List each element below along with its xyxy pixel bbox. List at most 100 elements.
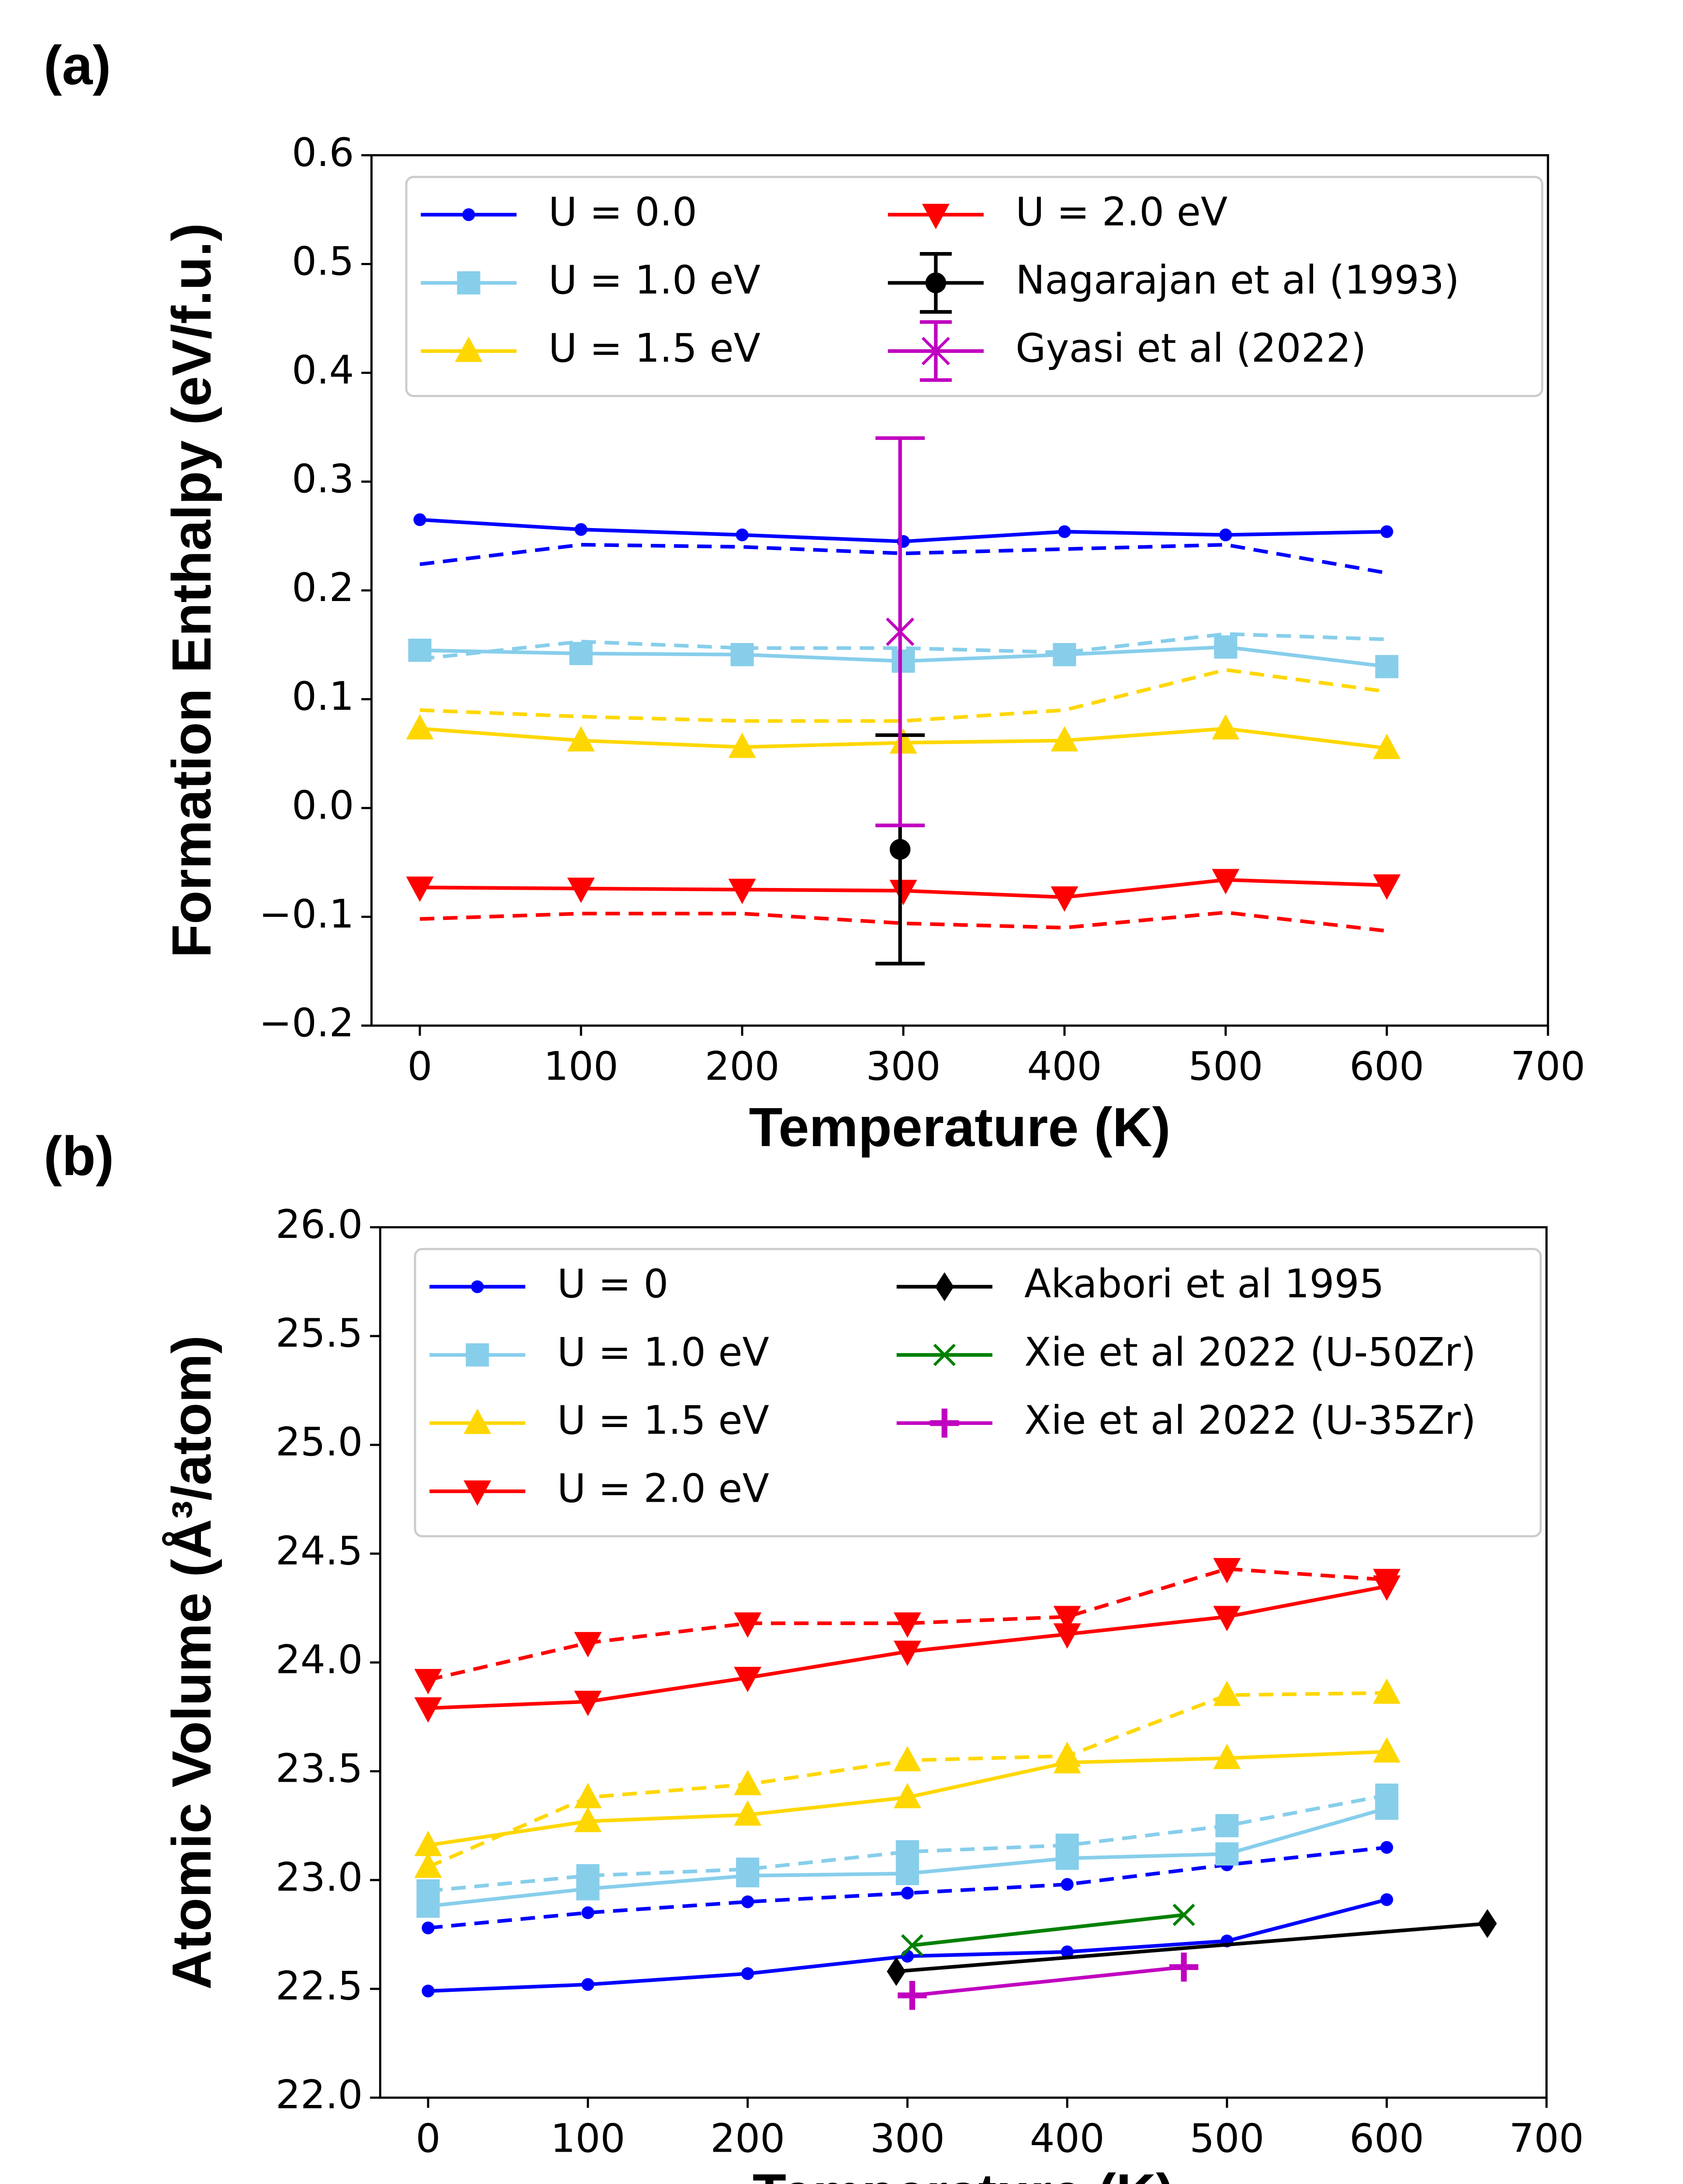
x-tick-label: 100 bbox=[550, 2116, 625, 2161]
x-tick-label: 0 bbox=[416, 2116, 441, 2161]
marker bbox=[1172, 1904, 1195, 1926]
x-tick-label: 300 bbox=[870, 2116, 945, 2161]
y-tick-label: 26.0 bbox=[276, 1202, 363, 1248]
marker bbox=[1373, 1575, 1401, 1601]
marker bbox=[1380, 525, 1393, 538]
marker bbox=[406, 876, 434, 902]
legend-label: Gyasi et al (2022) bbox=[1016, 326, 1366, 371]
marker bbox=[1219, 529, 1232, 542]
y-tick-label: 0.0 bbox=[292, 783, 354, 828]
marker bbox=[422, 1984, 435, 1997]
y-tick-label: −0.2 bbox=[259, 1000, 354, 1046]
line bbox=[896, 1921, 1488, 1973]
marker bbox=[933, 1344, 956, 1366]
marker bbox=[463, 1408, 491, 1434]
marker bbox=[925, 272, 947, 294]
marker bbox=[921, 337, 950, 366]
legend-label: Akabori et al 1995 bbox=[1024, 1261, 1384, 1307]
y-tick-label: 0.1 bbox=[292, 674, 354, 719]
marker bbox=[1051, 886, 1078, 912]
x-tick-label: 200 bbox=[705, 1044, 780, 1089]
x-tick-label: 700 bbox=[1510, 1044, 1585, 1089]
x-tick-label: 100 bbox=[544, 1044, 619, 1089]
marker bbox=[922, 204, 950, 229]
y-tick-label: 23.5 bbox=[276, 1746, 363, 1791]
y-tick-label: 0.5 bbox=[292, 239, 354, 284]
marker bbox=[734, 1612, 762, 1638]
y-axis-label: Atomic Volume (Å³/atom) bbox=[161, 1335, 222, 1990]
marker bbox=[901, 1934, 924, 1957]
marker bbox=[466, 1343, 489, 1367]
marker bbox=[576, 1877, 600, 1901]
marker bbox=[1213, 1680, 1241, 1706]
line bbox=[912, 1913, 1184, 1947]
x-tick-label: 400 bbox=[1027, 1044, 1102, 1089]
marker bbox=[416, 1894, 440, 1918]
marker bbox=[414, 1852, 442, 1878]
marker bbox=[413, 513, 426, 526]
marker bbox=[736, 529, 749, 542]
marker bbox=[893, 1612, 922, 1638]
marker bbox=[1213, 1606, 1241, 1631]
marker bbox=[1373, 1737, 1401, 1763]
x-tick-label: 400 bbox=[1030, 2116, 1105, 2161]
marker bbox=[574, 1783, 602, 1808]
y-tick-label: 24.0 bbox=[276, 1637, 363, 1683]
marker bbox=[930, 1408, 959, 1438]
marker bbox=[741, 1895, 754, 1908]
line bbox=[912, 1965, 1184, 1997]
marker bbox=[1375, 1797, 1399, 1820]
y-tick-label: 22.0 bbox=[276, 2073, 363, 2118]
marker bbox=[741, 1967, 754, 1980]
marker bbox=[893, 1783, 922, 1808]
marker bbox=[1215, 1814, 1239, 1838]
legend-box bbox=[405, 176, 1544, 397]
marker bbox=[895, 1840, 919, 1863]
marker bbox=[1213, 1558, 1241, 1583]
marker bbox=[414, 1697, 442, 1723]
marker bbox=[574, 1690, 602, 1716]
marker bbox=[1380, 1893, 1393, 1906]
dashed-line bbox=[420, 910, 1387, 933]
y-tick-label: 0.4 bbox=[292, 348, 354, 393]
marker bbox=[889, 880, 917, 905]
y-tick-label: 0.6 bbox=[292, 130, 354, 176]
marker bbox=[569, 642, 593, 665]
y-axis-label: Formation Enthalpy (eV/f.u.) bbox=[161, 223, 222, 958]
marker bbox=[414, 1669, 442, 1695]
marker bbox=[581, 1906, 594, 1919]
marker bbox=[1053, 1606, 1081, 1631]
marker bbox=[422, 1921, 435, 1935]
marker bbox=[406, 714, 434, 740]
marker bbox=[457, 271, 480, 295]
legend-label: U = 2.0 eV bbox=[557, 1466, 769, 1512]
y-tick-label: 0.2 bbox=[292, 565, 354, 611]
marker bbox=[730, 643, 754, 667]
legend-label: Xie et al 2022 (U-35Zr) bbox=[1024, 1398, 1476, 1443]
marker bbox=[1061, 1945, 1074, 1959]
x-tick-label: 200 bbox=[710, 2116, 785, 2161]
legend-label: Nagarajan et al (1993) bbox=[1016, 258, 1459, 303]
marker bbox=[1055, 1846, 1079, 1870]
marker bbox=[581, 1978, 594, 1991]
marker bbox=[734, 1769, 762, 1795]
x-tick-label: 600 bbox=[1349, 1044, 1424, 1089]
marker bbox=[893, 1745, 922, 1772]
marker bbox=[462, 208, 475, 221]
x-axis-label: Temperature (K) bbox=[753, 2163, 1174, 2184]
x-tick-label: 0 bbox=[408, 1044, 432, 1089]
marker bbox=[1215, 1842, 1239, 1866]
marker bbox=[1214, 635, 1237, 659]
legend-label: U = 1.5 eV bbox=[557, 1398, 769, 1443]
marker bbox=[463, 1480, 491, 1506]
marker bbox=[1213, 1743, 1241, 1769]
y-tick-label: 24.5 bbox=[276, 1528, 363, 1574]
x-tick-label: 700 bbox=[1509, 2116, 1584, 2161]
legend-label: U = 1.5 eV bbox=[549, 326, 760, 371]
dashed-line bbox=[419, 668, 1387, 723]
marker bbox=[887, 1957, 906, 1986]
marker bbox=[734, 1666, 762, 1693]
y-tick-label: 0.3 bbox=[292, 456, 354, 502]
